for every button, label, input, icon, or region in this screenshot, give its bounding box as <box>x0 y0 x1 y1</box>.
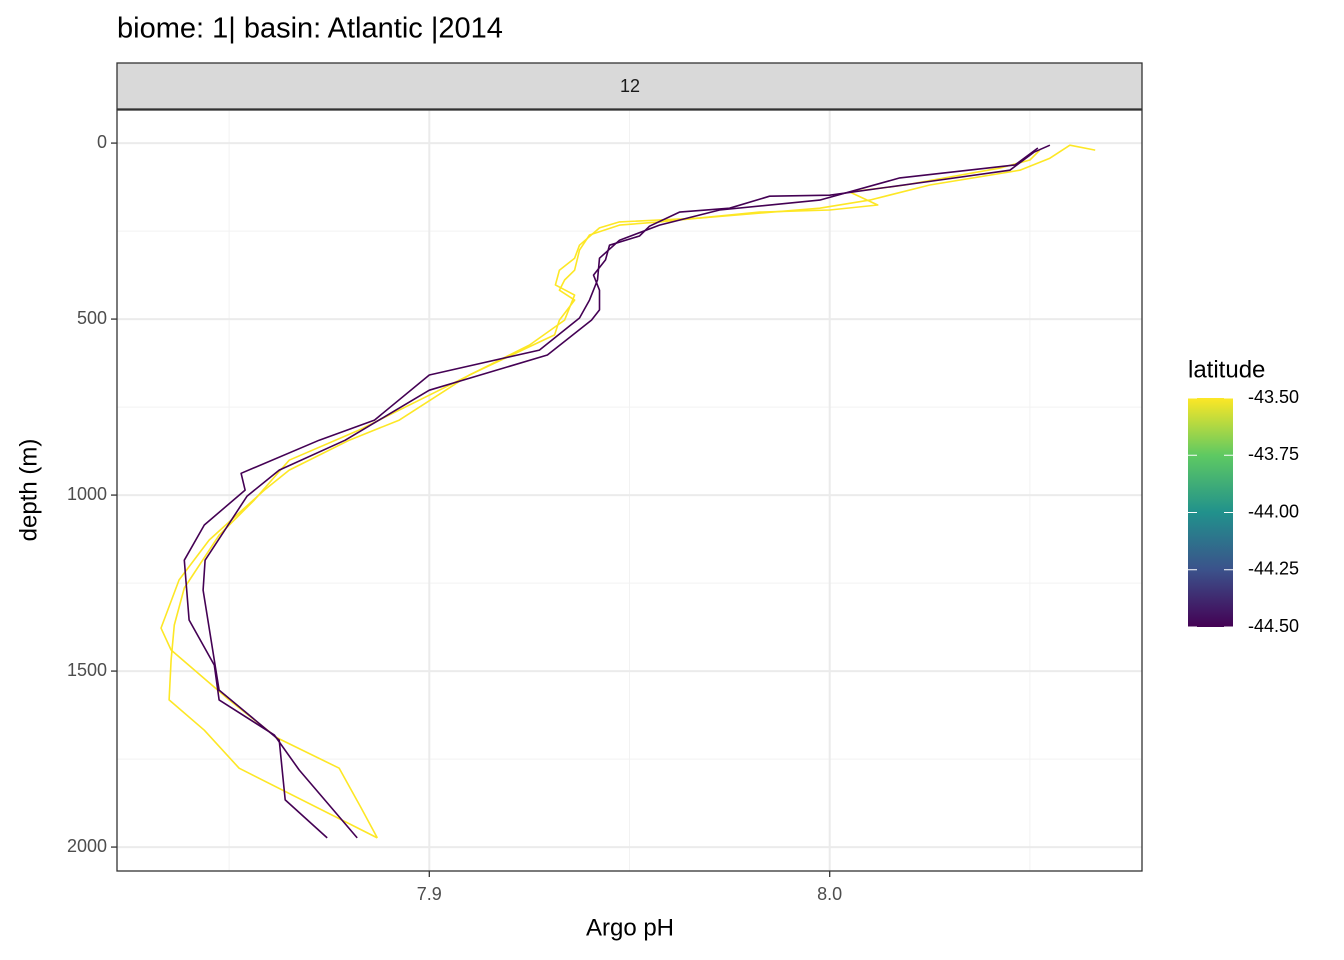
facet-label: 12 <box>620 76 640 96</box>
y-tick-label: 1500 <box>67 660 107 680</box>
profile-line <box>168 144 1096 839</box>
x-axis-title: Argo pH <box>586 914 674 941</box>
colorbar-tick-label: -44.00 <box>1248 501 1299 521</box>
panel-border <box>116 109 1143 872</box>
x-tick-label: 7.9 <box>417 884 442 904</box>
x-tick-label: 8.0 <box>817 884 842 904</box>
y-tick-label: 500 <box>77 308 107 328</box>
colorbar-tick-label: -43.75 <box>1248 444 1299 464</box>
colorbar-tick-label: -44.50 <box>1248 616 1299 636</box>
colorbar-tick-label: -44.25 <box>1248 559 1299 579</box>
profile-line <box>202 144 1051 839</box>
y-axis-title: depth (m) <box>15 439 42 542</box>
profile-line <box>160 149 1041 839</box>
y-tick-label: 0 <box>97 132 107 152</box>
profile-line <box>183 147 1039 839</box>
y-tick-label: 2000 <box>67 836 107 856</box>
legend-title: latitude <box>1188 356 1265 383</box>
chart-title: biome: 1| basin: Atlantic |2014 <box>117 13 503 45</box>
plot-area <box>160 144 1096 839</box>
y-tick-label: 1000 <box>67 484 107 504</box>
facet-strip <box>116 62 1143 110</box>
colorbar-tick-label: -43.50 <box>1248 387 1299 407</box>
